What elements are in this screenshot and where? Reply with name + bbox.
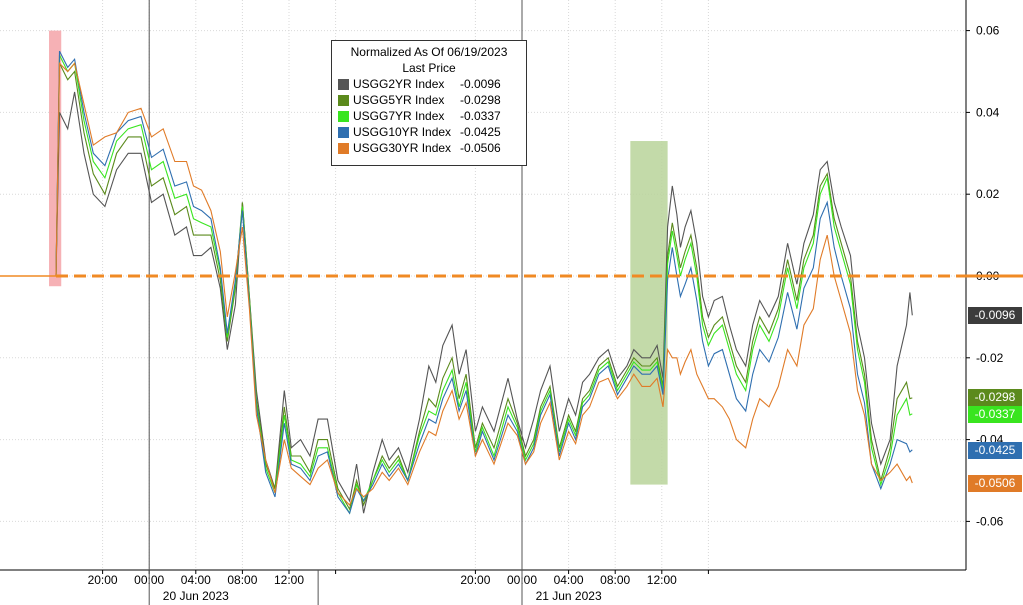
legend-swatch — [338, 126, 349, 138]
highlight-box — [49, 30, 62, 287]
legend-swatch — [338, 94, 349, 106]
legend: Normalized As Of 06/19/2023 Last Price U… — [331, 40, 527, 166]
callout-30yr: -0.0506 — [968, 475, 1022, 492]
y-tick-label: 0.06 — [976, 24, 1000, 38]
legend-swatch — [338, 110, 349, 122]
x-day-label: 20 Jun 2023 — [163, 589, 229, 603]
y-tick-label: 0.02 — [976, 187, 1000, 201]
x-tick-label: 20:00 — [460, 573, 490, 587]
series-line-usgg10yr — [55, 50, 913, 515]
callout-2yr: -0.0096 — [968, 307, 1022, 324]
legend-entry: USGG2YR Index -0.0096 — [332, 76, 526, 92]
y-tick-label: -0.06 — [976, 514, 1004, 528]
callout-5yr: -0.0298 — [968, 389, 1022, 406]
x-day-label: 21 Jun 2023 — [536, 589, 602, 603]
series-line-usgg30yr — [55, 61, 913, 506]
legend-entry: USGG10YR Index -0.0425 — [332, 124, 526, 140]
legend-entry-value: -0.0096 — [460, 77, 501, 91]
legend-entry-value: -0.0506 — [460, 141, 501, 155]
legend-swatch — [338, 78, 349, 90]
legend-entry-value: -0.0337 — [460, 109, 501, 123]
legend-entry-name: USGG7YR Index — [353, 109, 445, 123]
x-tick-label: 08:00 — [600, 573, 630, 587]
x-tick-label: 04:00 — [554, 573, 584, 587]
legend-entry: USGG30YR Index -0.0506 — [332, 140, 526, 156]
x-tick-label: 12:00 — [647, 573, 677, 587]
legend-entry: USGG5YR Index -0.0298 — [332, 92, 526, 108]
legend-entry-name: USGG10YR Index — [353, 125, 452, 139]
x-tick-label: 20:00 — [88, 573, 118, 587]
series-line-usgg5yr — [55, 63, 913, 511]
legend-title: Normalized As Of 06/19/2023 — [350, 45, 508, 59]
legend-entry-name: USGG30YR Index — [353, 141, 452, 155]
x-tick-label: 08:00 — [227, 573, 257, 587]
y-tick-label: 0.04 — [976, 105, 1000, 119]
legend-swatch — [338, 142, 349, 154]
callout-7yr: -0.0337 — [968, 406, 1022, 423]
series-line-usgg2yr — [55, 91, 913, 514]
callout-10yr: -0.0425 — [968, 442, 1022, 459]
legend-entry: USGG7YR Index -0.0337 — [332, 108, 526, 124]
highlight-box — [630, 141, 668, 485]
x-tick-label: 04:00 — [181, 573, 211, 587]
legend-entry-value: -0.0425 — [460, 125, 501, 139]
legend-entry-value: -0.0298 — [460, 93, 501, 107]
legend-entry-name: USGG5YR Index — [353, 93, 445, 107]
legend-subtitle: Last Price — [402, 61, 456, 75]
y-tick-label: -0.02 — [976, 351, 1004, 365]
x-tick-label: 12:00 — [274, 573, 304, 587]
legend-entry-name: USGG2YR Index — [353, 77, 445, 91]
